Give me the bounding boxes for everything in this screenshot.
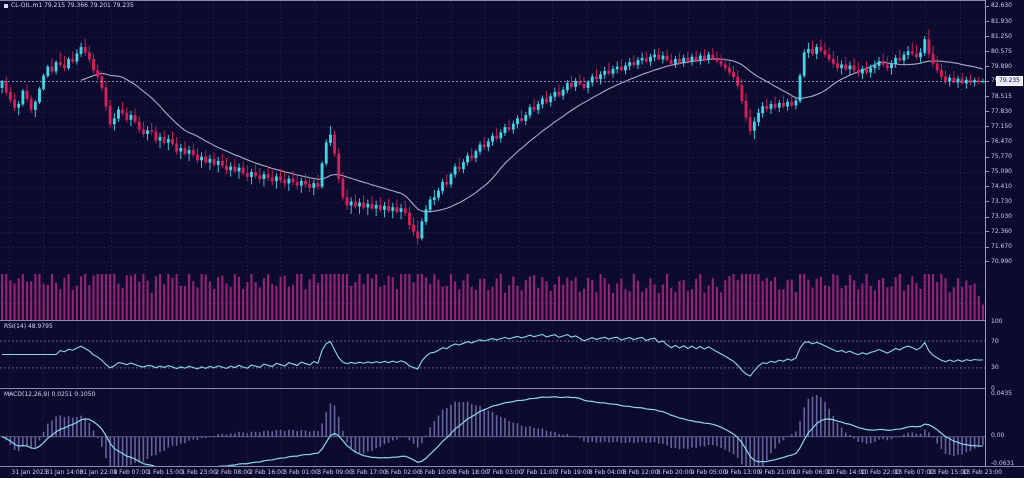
- price-tick-label: 79.890: [991, 62, 1012, 70]
- rsi-panel[interactable]: [0, 320, 1024, 388]
- macd-label-text: MACD(12,26,9) 0.0251 0.1050: [4, 391, 96, 398]
- time-tick-label: 10 Feb 22:00: [860, 469, 901, 476]
- price-chart-canvas[interactable]: [0, 1, 985, 271]
- time-tick-label: 2 Feb 08:00: [215, 469, 251, 476]
- rsi-chart-canvas[interactable]: [0, 321, 985, 388]
- rsi-tick-label: 30: [991, 364, 999, 372]
- rsi-tick-label: 0: [991, 384, 995, 392]
- price-tick-label: 81.250: [991, 32, 1012, 40]
- price-tick-mark: [986, 231, 989, 233]
- time-tick-label: 8 Feb 04:00: [588, 469, 625, 476]
- volume-chart-canvas[interactable]: [0, 270, 985, 320]
- time-tick-label: 31 Jan 14:00: [45, 469, 84, 476]
- time-tick-label: 13 Feb 07:00: [894, 469, 934, 476]
- price-tick-label: 80.575: [991, 47, 1012, 55]
- price-tick-mark: [986, 80, 989, 82]
- square-marker-icon: [4, 3, 8, 8]
- price-tick-label: 77.830: [991, 107, 1012, 115]
- time-tick-label: 7 Feb 03:00: [487, 469, 523, 476]
- price-panel[interactable]: [0, 0, 1024, 271]
- time-tick-label: 6 Feb 02:00: [385, 469, 421, 476]
- time-tick-label: 3 Feb 01:00: [283, 469, 319, 476]
- time-tick-label: 9 Feb 05:00: [690, 469, 727, 476]
- time-tick-label: 13 Feb 15:00: [928, 469, 968, 476]
- macd-label: MACD(12,26,9) 0.0251 0.1050: [2, 390, 97, 400]
- macd-panel[interactable]: [0, 388, 1024, 466]
- price-tick-mark: [986, 201, 989, 203]
- price-tick-mark: [986, 51, 989, 53]
- price-tick-mark: [986, 246, 989, 248]
- volume-panel[interactable]: [0, 270, 1024, 320]
- price-tick-label: 78.515: [991, 92, 1012, 100]
- price-tick-mark: [986, 156, 989, 158]
- rsi-tick-label: 70: [991, 337, 999, 345]
- price-tick-label: 75.770: [991, 153, 1012, 160]
- time-tick-label: 31 Jan 22:00: [79, 469, 118, 476]
- price-tick-mark: [986, 261, 989, 263]
- rsi-label: RSI(14) 48.9795: [2, 322, 55, 332]
- time-tick-label: 7 Feb 11:00: [520, 469, 557, 476]
- price-tick-mark: [986, 96, 989, 98]
- price-tick-mark: [986, 186, 989, 188]
- time-tick-label: 6 Feb 18:00: [453, 469, 489, 476]
- price-tick-label: 71.670: [991, 243, 1012, 250]
- price-tick-label: 73.030: [991, 213, 1012, 221]
- time-tick-label: 13 Feb 23:00: [962, 469, 1002, 476]
- time-tick-label: 7 Feb 19:00: [554, 469, 591, 476]
- time-tick-label: 6 Feb 10:00: [419, 469, 455, 476]
- time-tick-label: 9 Feb 21:00: [758, 469, 795, 476]
- time-tick-label: 3 Feb 17:00: [351, 469, 387, 476]
- price-axis[interactable]: 82.63081.93081.25080.57579.89079.21578.5…: [985, 0, 1024, 478]
- time-tick-label: 8 Feb 12:00: [622, 469, 659, 476]
- time-tick-label: 3 Feb 09:00: [317, 469, 353, 476]
- price-tick-label: 81.930: [991, 17, 1012, 25]
- macd-tick-label: 0.00: [991, 431, 1005, 439]
- price-tick-label: 72.360: [991, 227, 1012, 235]
- price-tick-label: 73.730: [991, 197, 1012, 205]
- price-tick-mark: [986, 141, 989, 143]
- rsi-tick-label: 100: [991, 317, 1003, 325]
- price-tick-mark: [986, 216, 989, 218]
- price-tick-label: 75.090: [991, 167, 1012, 175]
- price-tick-mark: [986, 126, 989, 128]
- time-tick-label: 1 Feb 07:00: [113, 469, 149, 476]
- time-tick-label: 9 Feb 13:00: [724, 469, 761, 476]
- price-tick-label: 76.470: [991, 137, 1012, 145]
- time-tick-label: 2 Feb 16:00: [249, 469, 285, 476]
- macd-chart-canvas[interactable]: [0, 389, 985, 466]
- macd-tick-label: 0.0435: [991, 390, 1012, 398]
- price-tick-mark: [986, 171, 989, 173]
- time-tick-label: 8 Feb 20:00: [656, 469, 693, 476]
- price-tick-mark: [986, 21, 989, 23]
- price-tick-mark: [986, 66, 989, 68]
- symbol-header: CL-OIL.m1 79.215 79.366 79.201 79.235: [2, 1, 136, 11]
- price-tick-mark: [986, 36, 989, 38]
- price-tick-mark: [986, 111, 989, 113]
- time-tick-label: 31 Jan 2023: [11, 469, 48, 476]
- symbol-header-label: CL-OIL.m1 79.215 79.366 79.201 79.235: [11, 2, 134, 9]
- time-tick-label: 10 Feb 06:00: [792, 469, 833, 476]
- price-tick-label: 70.990: [991, 257, 1012, 265]
- time-tick-label: 10 Feb 14:00: [826, 469, 867, 476]
- time-tick-label: 1 Feb 15:00: [147, 469, 183, 476]
- time-tick-label: 1 Feb 23:00: [181, 469, 217, 476]
- macd-tick-label: -0.0631: [991, 460, 1015, 468]
- time-axis[interactable]: 31 Jan 2023 31 Jan 14:00 31 Jan 22:00 1 Feb…: [0, 466, 1024, 478]
- price-tick-label: 77.150: [991, 122, 1012, 130]
- current-price-tag: 79.235: [996, 76, 1023, 87]
- price-tick-mark: [986, 5, 989, 7]
- rsi-label-text: RSI(14) 48.9795: [4, 323, 53, 330]
- price-tick-label: 74.410: [991, 182, 1012, 190]
- price-tick-label: 82.630: [991, 2, 1012, 10]
